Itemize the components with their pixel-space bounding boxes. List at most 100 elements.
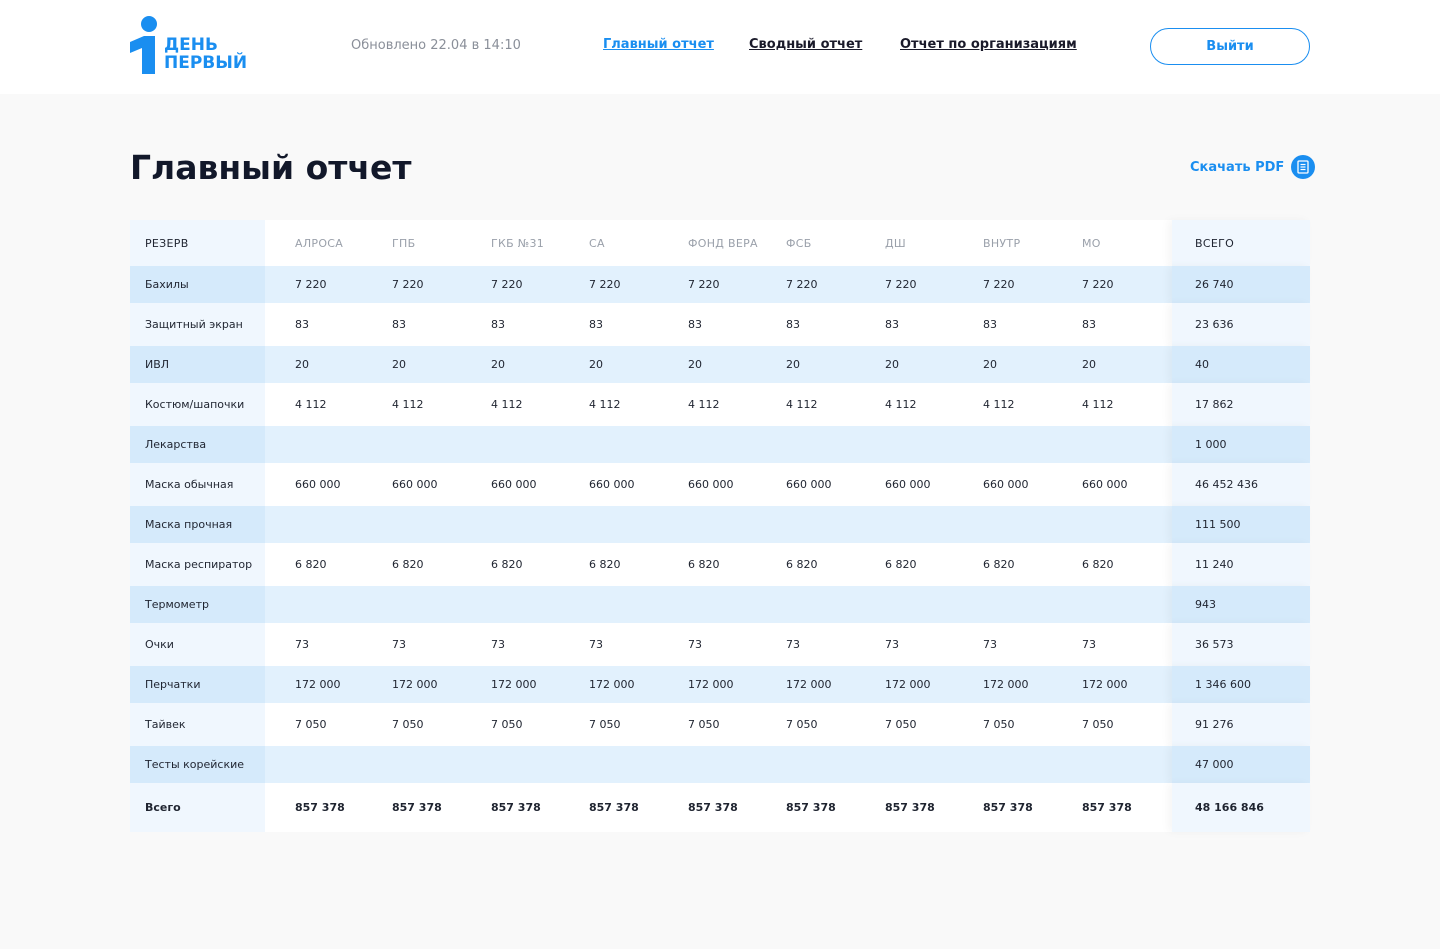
table-row: Маска обычная 660 000 660 000 660 000 660 00… [130,463,1310,506]
total-cell: 857 378 [589,801,639,814]
table-cell: 7 050 [392,718,424,731]
row-total-cell: 1 346 600 [1195,678,1251,691]
row-total-cell: 46 452 436 [1195,478,1258,491]
column-header: ФСБ [786,236,812,250]
table-cell: 660 000 [983,478,1029,491]
logo-icon [130,16,157,74]
table-cell: 6 820 [295,558,327,571]
table-row: Перчатки 172 000 172 000 172 000 172 000 172 … [130,666,1310,703]
table-cell: 172 000 [786,678,832,691]
row-total-cell: 40 [1195,358,1209,371]
table-cell: 20 [295,358,309,371]
column-header: МО [1082,236,1101,250]
table-cell: 83 [392,318,406,331]
top-header: ДЕНЬ ПЕРВЫЙ Обновлено 22.04 в 14:10 Глав… [0,0,1440,94]
table-cell: 7 220 [786,278,818,291]
total-label: Всего [145,801,181,814]
table-cell: 7 050 [589,718,621,731]
table-cell: 4 112 [688,398,720,411]
table-cell: 83 [983,318,997,331]
nav-org-report[interactable]: Отчет по организациям [900,37,1077,52]
total-cell: 857 378 [491,801,541,814]
total-cell: 857 378 [688,801,738,814]
table-cell: 6 820 [786,558,818,571]
table-cell: 4 112 [295,398,327,411]
table-cell: 4 112 [885,398,917,411]
table-cell: 20 [589,358,603,371]
table-cell: 20 [1082,358,1096,371]
table-cell: 660 000 [295,478,341,491]
row-total-cell: 17 862 [1195,398,1234,411]
document-icon [1291,155,1316,179]
table-cell: 172 000 [392,678,438,691]
table-cell: 6 820 [491,558,523,571]
table-cell: 20 [392,358,406,371]
row-total-cell: 23 636 [1195,318,1234,331]
row-label: Маска обычная [145,478,234,491]
row-total-cell: 47 000 [1195,758,1234,771]
logout-button[interactable]: Выйти [1150,28,1310,65]
table-row: ИВЛ 20 20 20 20 20 20 20 20 20 40 [130,346,1310,383]
table-row: Лекарства 1 000 [130,426,1310,463]
table-cell: 7 220 [589,278,621,291]
row-total-cell: 36 573 [1195,638,1234,651]
table-cell: 6 820 [983,558,1015,571]
table-cell: 20 [786,358,800,371]
row-label: Очки [145,638,174,651]
column-header: СА [589,236,605,250]
row-label: Бахилы [145,278,189,291]
table-cell: 660 000 [392,478,438,491]
report-table: РЕЗЕРВ АЛРОСА ГПБ ГКБ №31 СА ФОНД ВЕРА ФСБ ДШ ВН… [130,220,1310,832]
table-row: Костюм/шапочки 4 112 4 112 4 112 4 112 4 112 4… [130,383,1310,426]
table-cell: 83 [786,318,800,331]
table-cell: 6 820 [589,558,621,571]
table-cell: 172 000 [688,678,734,691]
table-cell: 73 [786,638,800,651]
row-label: Лекарства [145,438,207,451]
total-cell: 857 378 [1082,801,1132,814]
table-cell: 83 [589,318,603,331]
table-cell: 7 050 [983,718,1015,731]
table-row: Бахилы 7 220 7 220 7 220 7 220 7 220 7 220 7 22… [130,266,1310,303]
table-cell: 7 050 [1082,718,1114,731]
row-total-cell: 111 500 [1195,518,1241,531]
table-cell: 73 [885,638,899,651]
total-cell: 857 378 [392,801,442,814]
total-cell: 857 378 [885,801,935,814]
table-cell: 73 [983,638,997,651]
download-pdf-button[interactable]: Скачать PDF [1190,155,1316,179]
total-cell: 857 378 [983,801,1033,814]
row-label: Защитный экран [145,318,243,331]
table-cell: 7 220 [983,278,1015,291]
table-cell: 7 050 [295,718,327,731]
table-cell: 7 050 [786,718,818,731]
column-header: ВСЕГО [1195,236,1235,250]
column-header: ДШ [885,236,906,250]
grand-total-cell: 48 166 846 [1195,801,1264,814]
row-label: Тайвек [145,718,186,731]
table-cell: 7 050 [491,718,523,731]
table-cell: 73 [589,638,603,651]
row-total-cell: 91 276 [1195,718,1234,731]
nav-summary-report[interactable]: Сводный отчет [749,37,863,52]
table-cell: 7 050 [688,718,720,731]
total-cell: 857 378 [295,801,345,814]
column-header: ФОНД ВЕРА [688,236,758,250]
table-cell: 7 220 [392,278,424,291]
table-cell: 83 [491,318,505,331]
row-total-cell: 11 240 [1195,558,1234,571]
table-cell: 83 [1082,318,1096,331]
nav-main-report[interactable]: Главный отчет [603,37,714,52]
table-cell: 6 820 [688,558,720,571]
table-row: Тесты корейские 47 000 [130,746,1310,783]
table-total-row: Всего 857 378 857 378 857 378 857 378 857 378… [130,783,1310,832]
table-cell: 20 [688,358,702,371]
table-cell: 7 220 [688,278,720,291]
logo[interactable]: ДЕНЬ ПЕРВЫЙ [130,16,270,76]
table-cell: 172 000 [589,678,635,691]
download-pdf-label: Скачать PDF [1190,159,1285,175]
column-header: АЛРОСА [295,236,344,250]
row-label: Маска прочная [145,518,233,531]
table-cell: 6 820 [392,558,424,571]
table-cell: 20 [885,358,899,371]
